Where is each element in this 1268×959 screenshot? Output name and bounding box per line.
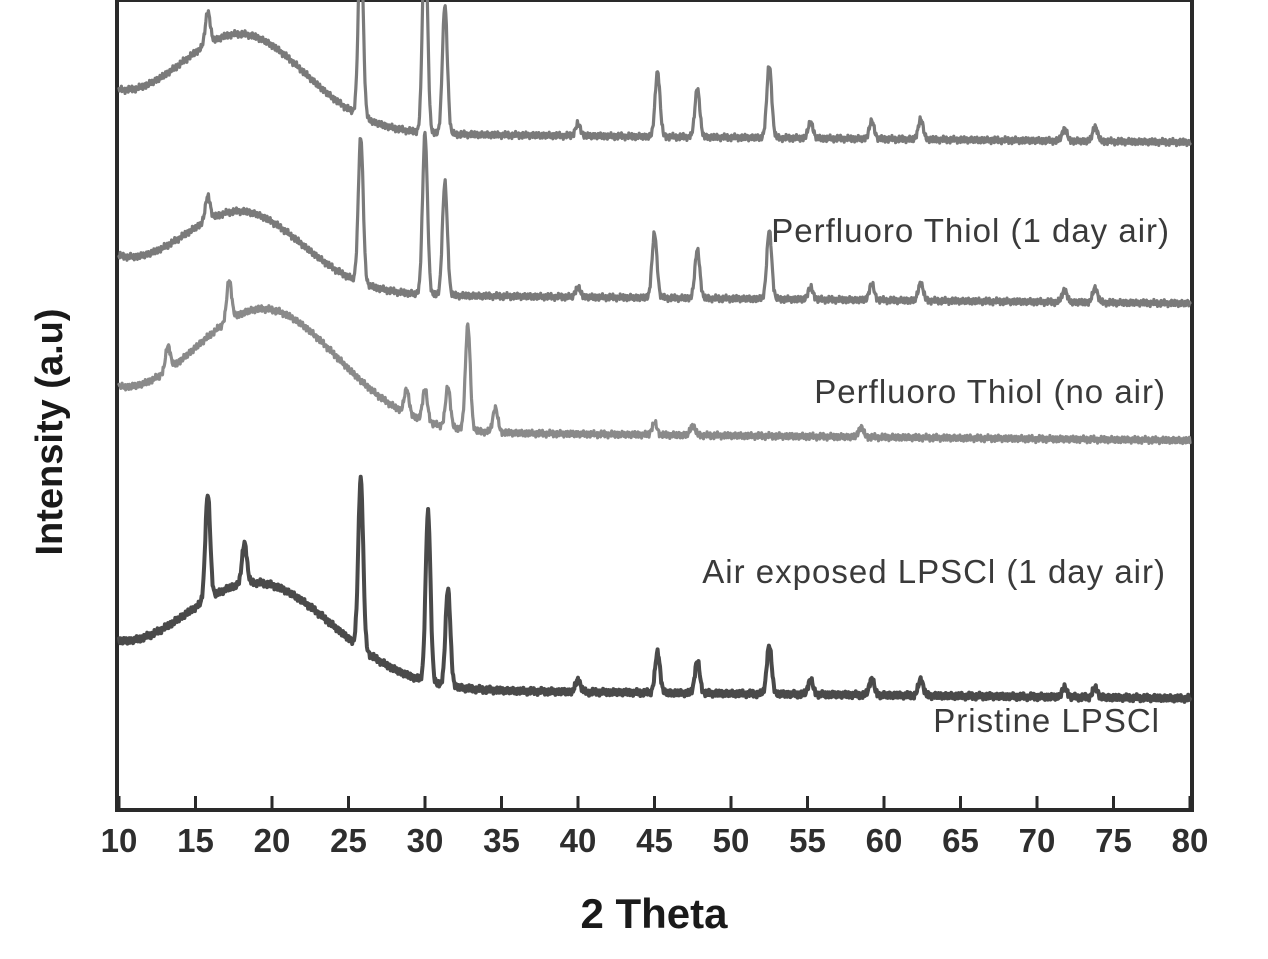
x-tick-label: 60: [866, 822, 903, 859]
x-tick-label: 75: [1095, 822, 1132, 859]
x-tick-label: 40: [560, 822, 597, 859]
x-tick-label: 15: [177, 822, 214, 859]
y-axis-title: Intensity (a.u): [29, 308, 71, 555]
series-label: Perfluoro Thiol (1 day air): [771, 212, 1170, 249]
series-traces: [119, 0, 1190, 702]
series-label: Air exposed LPSCl (1 day air): [702, 553, 1166, 590]
x-tick-label: 65: [942, 822, 979, 859]
x-axis-tick-labels: 10 15 20 25 30 35 40 45 50 55 60 65 70 75 80: [101, 822, 1209, 859]
x-tick-label: 80: [1172, 822, 1209, 859]
x-tick-label: 30: [407, 822, 444, 859]
x-tick-label: 25: [330, 822, 367, 859]
x-axis-ticks: [119, 796, 1190, 808]
x-tick-label: 45: [636, 822, 673, 859]
x-tick-label: 55: [789, 822, 826, 859]
series-label: Pristine LPSCl: [933, 702, 1160, 739]
series-line: [119, 281, 1190, 444]
series-line: [119, 0, 1190, 146]
x-tick-label: 50: [713, 822, 750, 859]
x-tick-label: 10: [101, 822, 138, 859]
x-tick-label: 70: [1019, 822, 1056, 859]
x-axis-title: 2 Theta: [580, 890, 728, 937]
x-tick-label: 35: [483, 822, 520, 859]
series-label: Perfluoro Thiol (no air): [814, 373, 1166, 410]
x-tick-label: 20: [254, 822, 291, 859]
